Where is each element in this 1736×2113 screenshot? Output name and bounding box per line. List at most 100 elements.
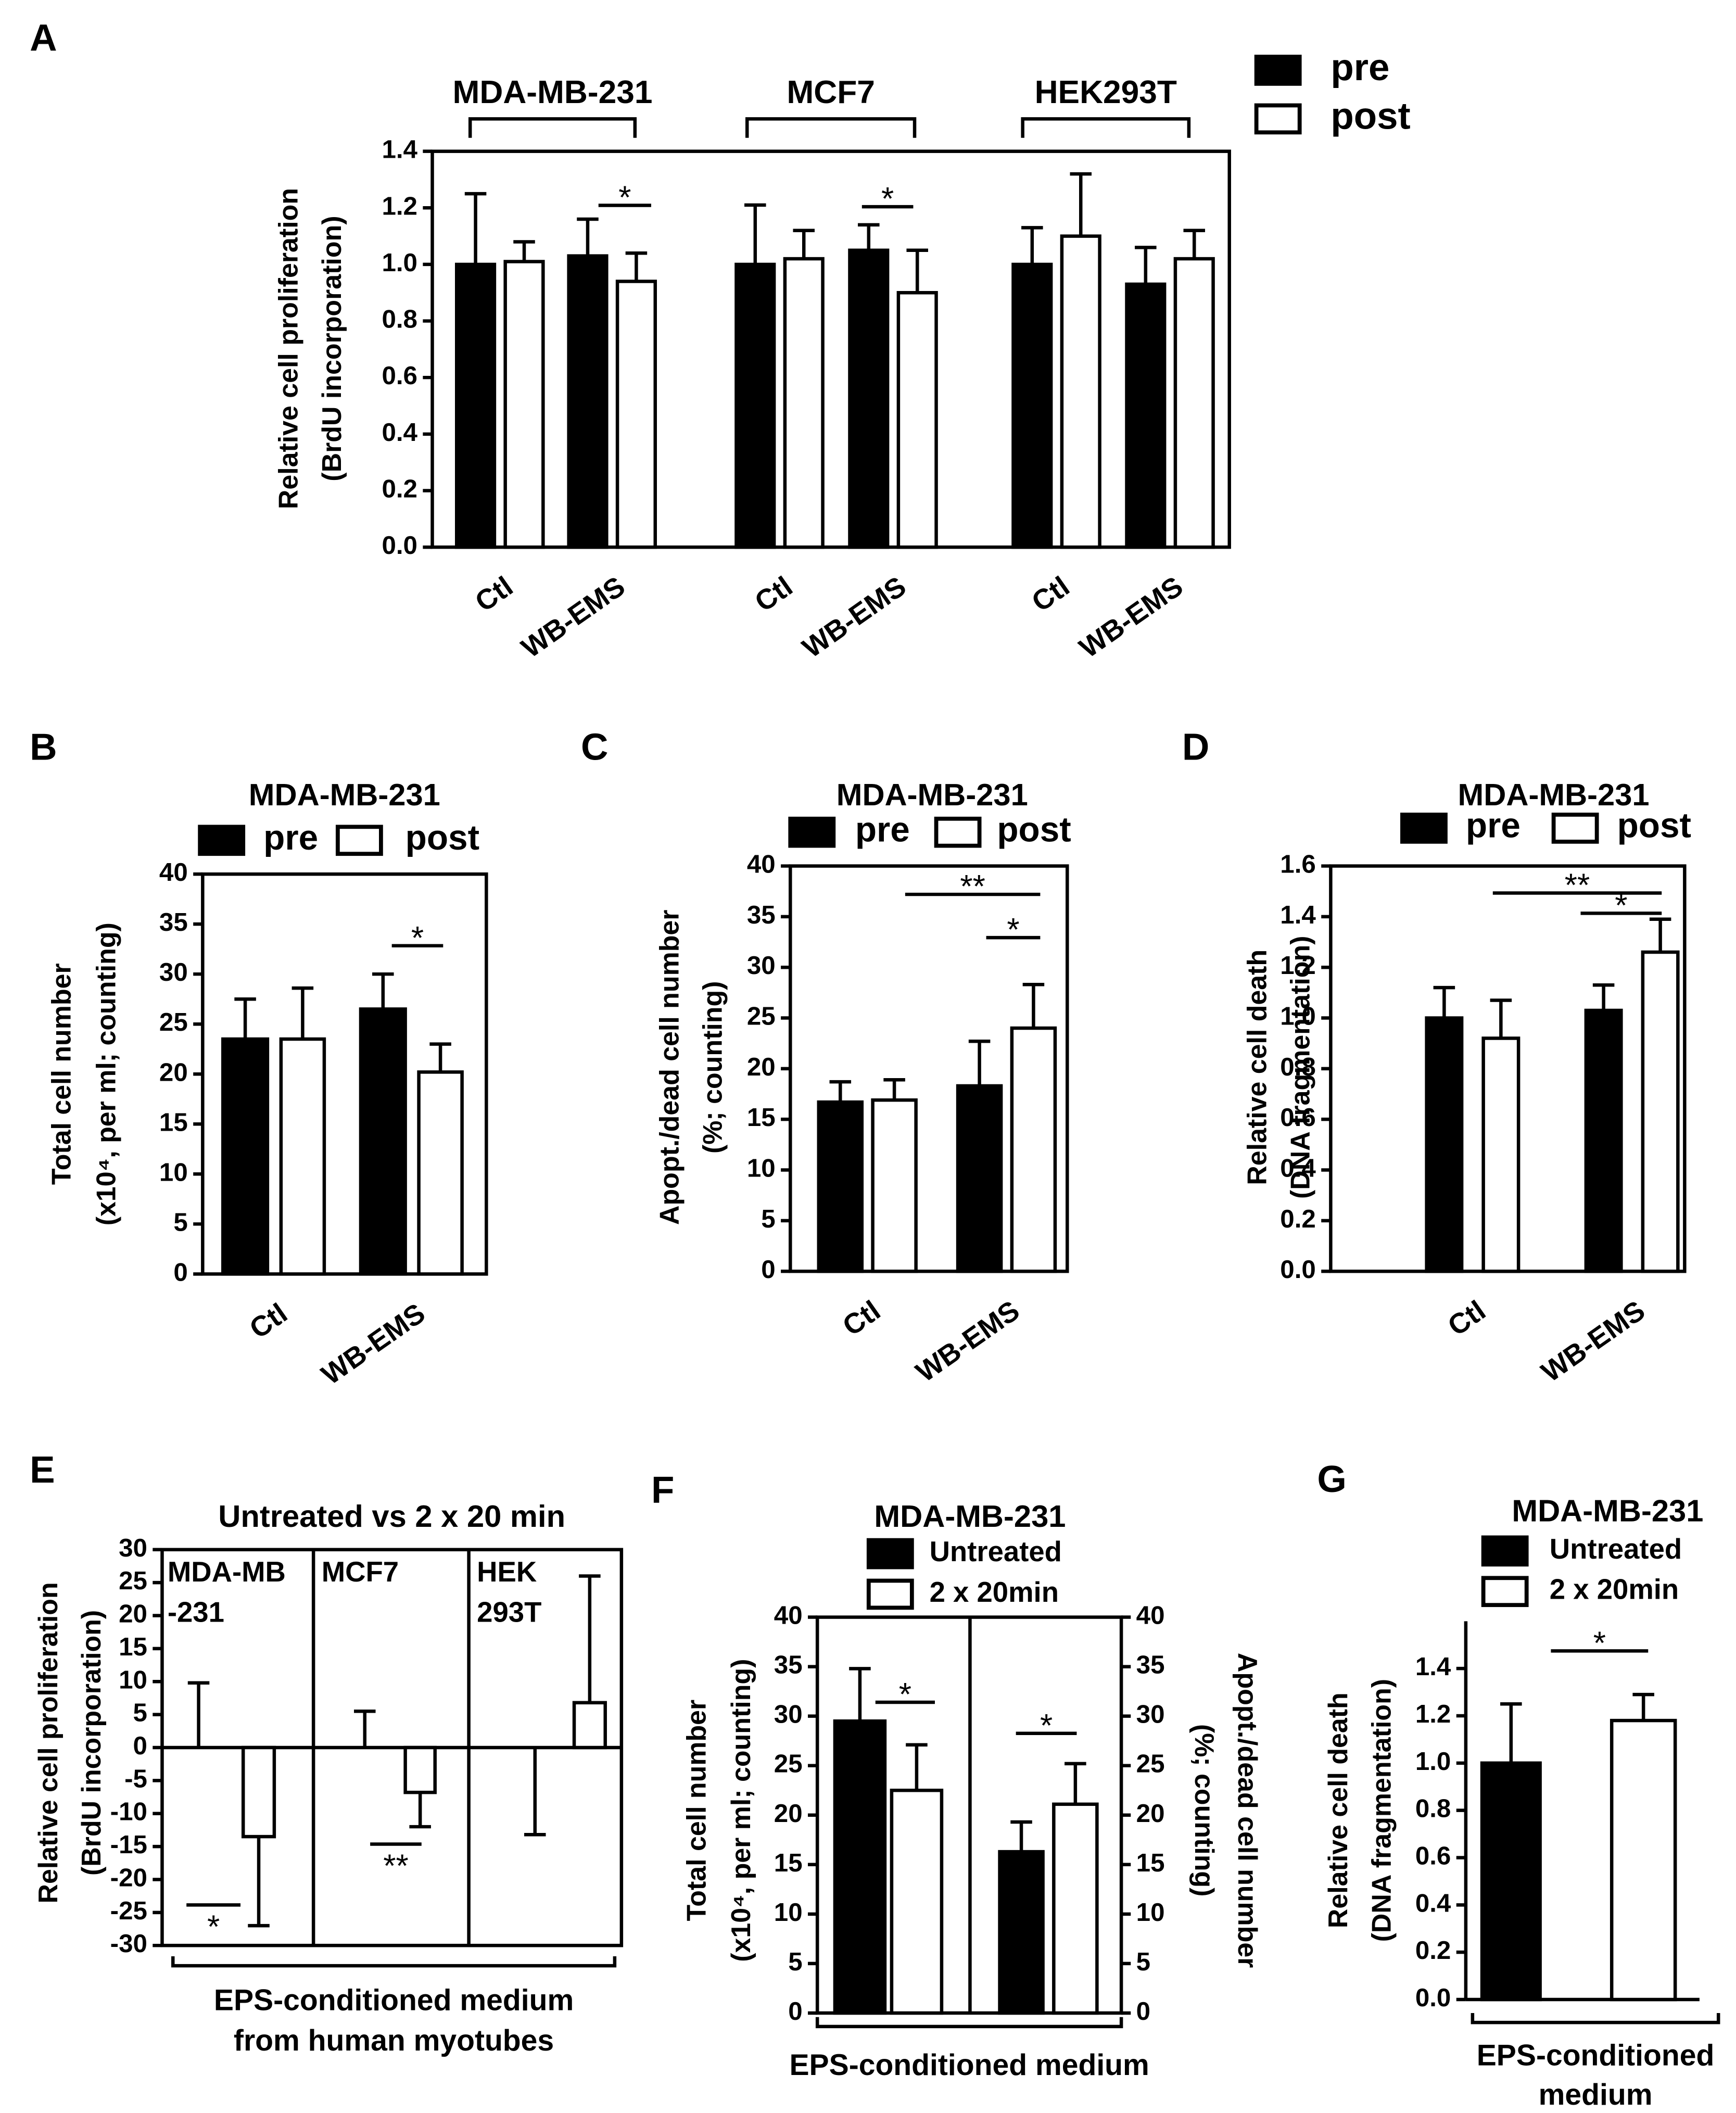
xlabel-bracket xyxy=(171,1956,617,1968)
axis-label: Relative cell proliferation xyxy=(33,1582,63,1903)
legend-label: pre xyxy=(1330,46,1389,88)
chart-title: MDA-MB-231 xyxy=(249,777,440,812)
y-tick-label: 20 xyxy=(747,1053,776,1081)
y-tick-label: 30 xyxy=(1136,1700,1165,1729)
bar xyxy=(572,1701,607,1750)
legend-label: post xyxy=(1330,95,1410,137)
chart-title: MDA-MB-231 xyxy=(874,1499,1066,1534)
y-tick-label: 40 xyxy=(1136,1601,1165,1630)
y-tick-label: 0 xyxy=(133,1731,147,1760)
y-tick-label: 0.4 xyxy=(1280,1154,1316,1183)
legend-label: pre xyxy=(263,818,318,857)
bar xyxy=(359,1007,407,1276)
axis-label: Apopt./dead cell number xyxy=(1233,1653,1263,1968)
y-tick-label: 30 xyxy=(747,951,776,980)
axis-label: (BrdU incorporation) xyxy=(316,216,347,481)
panel-label: G xyxy=(1317,1458,1347,1500)
x-tick-label: Ctl xyxy=(470,570,519,618)
group-bracket xyxy=(1021,117,1191,138)
significance-label: * xyxy=(411,920,424,956)
bar xyxy=(1060,234,1101,549)
bar xyxy=(833,1719,887,2015)
bar xyxy=(454,262,497,549)
y-tick-label: 1.4 xyxy=(1280,901,1316,929)
y-tick-label: 1.0 xyxy=(1415,1747,1451,1776)
legend-label: post xyxy=(997,811,1071,850)
panel-label: B xyxy=(30,726,57,768)
bar xyxy=(817,1100,864,1273)
y-tick-label: -5 xyxy=(124,1764,147,1793)
y-tick-label: 5 xyxy=(173,1208,187,1236)
y-tick-label: 15 xyxy=(119,1633,147,1661)
axis-label: Apopt./dead cell number xyxy=(654,910,685,1225)
x-tick-label: WB-EMS xyxy=(516,570,631,664)
chart-title: MDA-MB-231 xyxy=(1458,777,1650,812)
legend-swatch xyxy=(1481,1576,1529,1608)
y-tick-label: 0 xyxy=(1136,1997,1150,2026)
y-tick-label: -10 xyxy=(110,1798,147,1826)
y-tick-label: 25 xyxy=(774,1750,803,1778)
bar xyxy=(956,1084,1003,1273)
bar xyxy=(1480,1761,1542,2002)
y-tick-label: 0.4 xyxy=(1415,1889,1451,1917)
y-tick-label: 1.2 xyxy=(382,192,417,220)
bar xyxy=(871,1098,918,1273)
y-tick-label: 1.2 xyxy=(1415,1700,1451,1728)
x-tick-label: WB-EMS xyxy=(1536,1294,1651,1388)
bar xyxy=(1173,257,1215,549)
significance-label: * xyxy=(1615,888,1627,923)
y-tick-label: 40 xyxy=(747,850,776,879)
y-tick-label: 15 xyxy=(1136,1849,1165,1877)
axis-label: (x10⁴, per ml; counting) xyxy=(91,922,121,1225)
bar xyxy=(783,257,825,549)
y-tick-label: 0.0 xyxy=(1415,1983,1451,2012)
x-tick-label: Ctl xyxy=(1026,570,1075,618)
y-tick-label: 5 xyxy=(133,1699,147,1727)
panel-label: E xyxy=(30,1449,55,1491)
bar xyxy=(1425,1016,1464,1273)
legend-swatch xyxy=(1254,55,1302,86)
xlabel-bracket xyxy=(815,2017,1123,2029)
legend-label: 2 x 20min xyxy=(930,1576,1059,1608)
xlabel-bracket xyxy=(1471,2013,1720,2025)
group-label: HEK293T xyxy=(1035,74,1177,110)
y-tick-label: 1.0 xyxy=(1280,1002,1316,1031)
y-tick-label: 5 xyxy=(1136,1947,1150,1976)
x-tick-label: WB-EMS xyxy=(1073,570,1188,664)
x-tick-label: Ctl xyxy=(749,570,799,618)
bar xyxy=(417,1070,464,1276)
legend-swatch xyxy=(1551,813,1599,844)
axis-label: Relative cell proliferation xyxy=(273,188,303,509)
y-tick-label: 20 xyxy=(159,1058,188,1086)
y-tick-label: 0.6 xyxy=(1280,1103,1316,1132)
x-axis-label: EPS-conditioned medium xyxy=(214,1983,574,2017)
y-tick-label: 20 xyxy=(1136,1799,1165,1828)
y-tick-label: 0.6 xyxy=(382,361,417,390)
group-label: MCF7 xyxy=(787,74,875,110)
y-tick-label: 1.2 xyxy=(1280,951,1316,980)
significance-label: * xyxy=(881,181,894,217)
y-tick-label: 10 xyxy=(774,1898,803,1927)
significance-label: * xyxy=(618,180,631,216)
significance-label: ** xyxy=(960,869,985,905)
y-tick-label: 10 xyxy=(1136,1898,1165,1927)
axis-label: Relative cell death xyxy=(1323,1692,1353,1928)
legend-swatch xyxy=(1400,813,1448,844)
y-tick-label: 25 xyxy=(119,1566,147,1595)
legend-label: 2 x 20min xyxy=(1550,1574,1679,1605)
chart-title: Untreated vs 2 x 20 min xyxy=(218,1499,565,1534)
x-tick-label: Ctl xyxy=(1442,1294,1491,1342)
panel-label: D xyxy=(1182,726,1209,768)
y-tick-label: 10 xyxy=(159,1158,188,1186)
bar xyxy=(890,1788,944,2015)
x-axis-label: EPS-conditioned medium xyxy=(789,2048,1149,2082)
legend-swatch xyxy=(1254,103,1302,135)
y-tick-label: 35 xyxy=(774,1651,803,1679)
chart-title: MDA-MB-231 xyxy=(837,777,1028,812)
legend-label: post xyxy=(1617,806,1691,845)
bar xyxy=(998,1850,1045,2015)
legend-swatch xyxy=(866,1538,914,1570)
section-label: MCF7 xyxy=(322,1556,399,1588)
